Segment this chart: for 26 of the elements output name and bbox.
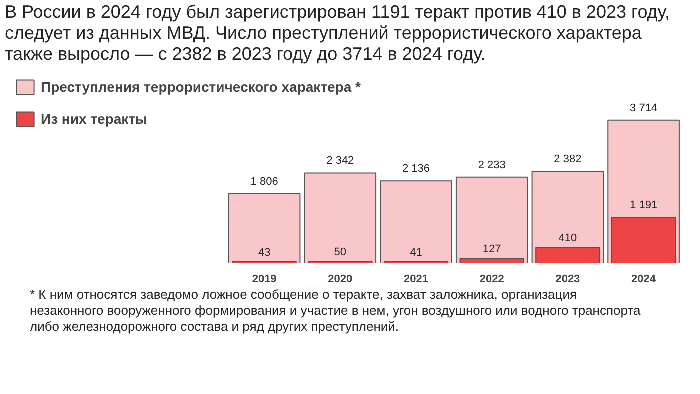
data-label: 50 xyxy=(334,246,347,259)
chart-title: В России в 2024 году был зарегистрирован 1191 теракт против 410 в 2023 году, следует из данных МВД. Число преступлений террористического характера также выросло — с 2382 в 2023 году до 3714 в 2024 году. xyxy=(5,2,672,65)
legend-label: Преступления террористического характера * xyxy=(41,79,361,95)
data-label: 3 714 xyxy=(630,102,658,114)
data-label: 1 806 xyxy=(250,176,278,188)
x-tick-label: 2023 xyxy=(556,274,580,286)
data-label: 2 382 xyxy=(554,154,582,166)
bar xyxy=(228,193,301,264)
data-label: 2 136 xyxy=(402,163,430,176)
x-tick-label: 2024 xyxy=(632,274,657,286)
bar xyxy=(380,180,452,264)
bar xyxy=(304,172,377,264)
legend-label: Из них теракты xyxy=(41,111,148,127)
text: * К ним относятся заведомо ложное сообщение о теракте, захват заложника, организация незаконного вооруженного формирования и участие в нем, угон воздушного или водного транспорта либо железнодорожного состава и ряд других преступлений. xyxy=(30,287,642,335)
bar xyxy=(456,176,528,264)
x-tick-label: 2021 xyxy=(404,274,429,286)
data-label: 1 191 xyxy=(630,200,658,212)
data-label: 127 xyxy=(482,244,502,256)
x-tick-label: 2019 xyxy=(252,274,277,286)
data-label: 43 xyxy=(258,246,271,259)
x-tick-label: 2022 xyxy=(480,274,504,286)
data-label: 2 233 xyxy=(478,159,506,172)
x-tick-label: 2020 xyxy=(328,274,353,286)
data-label: 2 342 xyxy=(326,155,354,168)
data-label: 410 xyxy=(558,232,578,245)
data-label: 41 xyxy=(410,246,422,259)
